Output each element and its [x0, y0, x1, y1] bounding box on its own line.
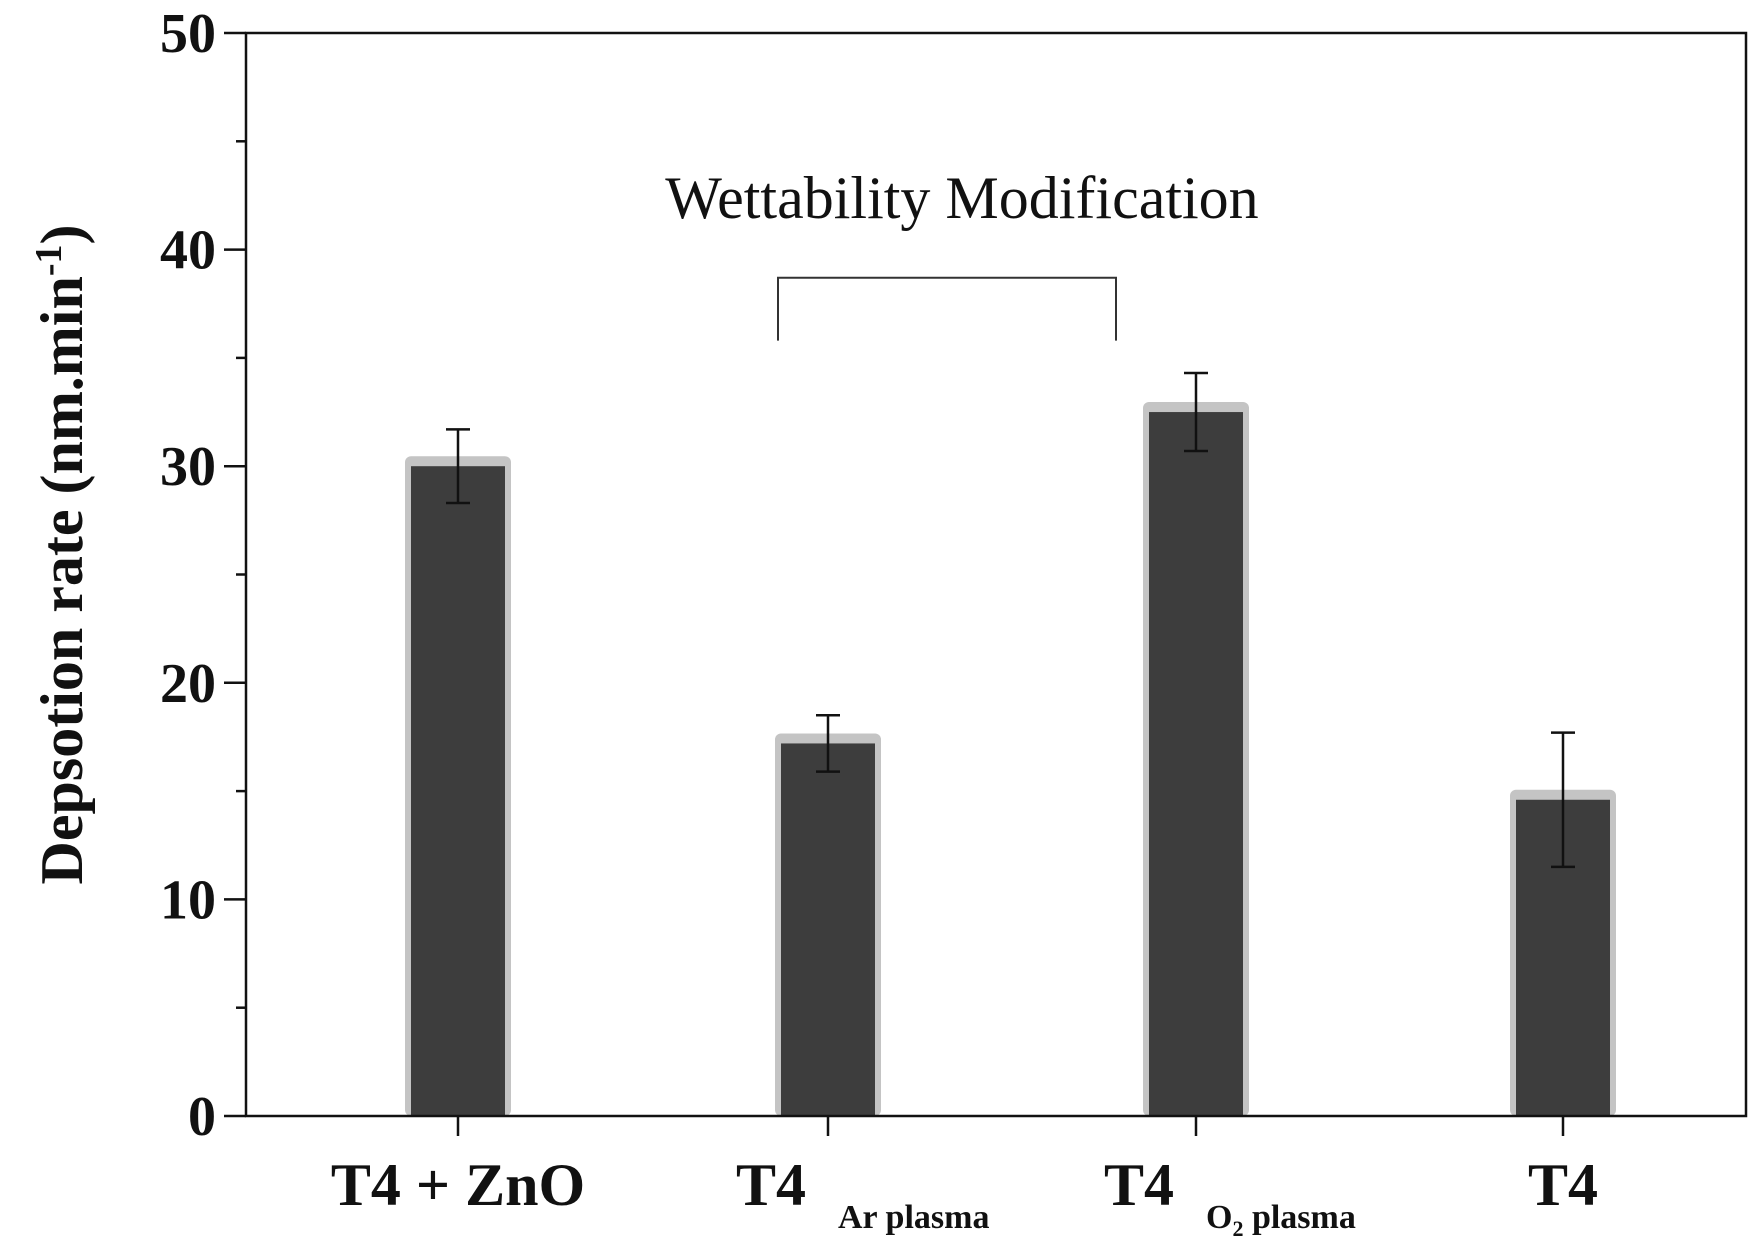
error-bars: [446, 371, 1575, 869]
y-tick-label-20: 20: [160, 653, 216, 715]
x-axis-ticks: T4 + ZnO T4 Ar plasma T4 O2 plasma T4: [331, 1116, 1598, 1241]
y-tick-label-50: 50: [160, 3, 216, 65]
y-tick-label-10: 10: [160, 869, 216, 931]
y-axis-label-superscript: -1: [28, 245, 70, 277]
y-axis-ticks: 0 10 20 30 40 50: [160, 3, 246, 1148]
x-tick-label-4: T4: [1528, 1152, 1598, 1218]
y-tick-label-30: 30: [160, 436, 216, 498]
error-bar-3: [1184, 371, 1208, 453]
error-bar-2: [816, 714, 840, 773]
annotation: Wettability Modification: [665, 165, 1259, 341]
x-tick-label-2: T4: [736, 1152, 806, 1218]
annotation-text: Wettability Modification: [665, 165, 1258, 231]
y-tick-label-40: 40: [160, 220, 216, 282]
x-tick-sublabel-2: Ar plasma: [838, 1199, 989, 1236]
bars: [405, 402, 1616, 1116]
y-axis-label-main: Depsotion rate (nm.min: [29, 276, 95, 884]
y-tick-label-0: 0: [188, 1086, 216, 1148]
error-bar-4: [1551, 731, 1575, 869]
x-tick-label-1: T4 + ZnO: [331, 1152, 585, 1218]
bar-1: [411, 466, 505, 1116]
x-tick-sublabel-3: O2 plasma: [1206, 1199, 1356, 1241]
annotation-bracket: [777, 276, 1117, 341]
bar-2: [781, 743, 875, 1116]
error-bar-1: [446, 428, 470, 505]
x-tick-label-3: T4: [1104, 1152, 1174, 1218]
bar-3: [1149, 412, 1243, 1116]
y-axis-label-close: ): [29, 225, 95, 245]
y-axis-label: Depsotion rate (nm.min-1): [28, 225, 95, 885]
